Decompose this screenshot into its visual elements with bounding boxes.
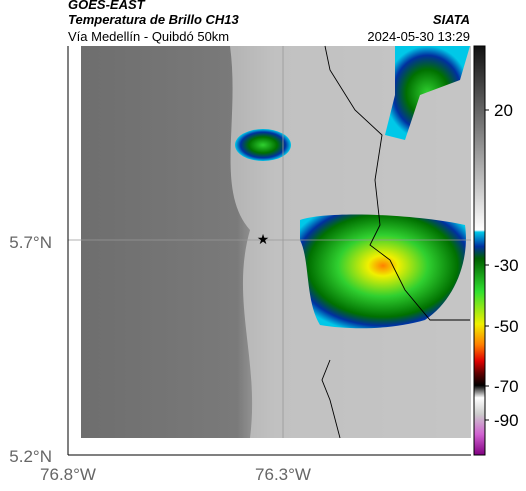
title: Temperatura de Brillo CH13 [68, 12, 240, 27]
colorbar-tick-label: -90 [494, 411, 519, 430]
lat-label: 5.2°N [9, 447, 52, 466]
colorbar-ticks: 20 -30 -50 -70 -90 [485, 101, 519, 430]
lat-label: 5.7°N [9, 233, 52, 252]
colorbar-tick-label: -30 [494, 256, 519, 275]
lon-label: 76.8°W [40, 465, 96, 484]
colorbar-tick-label: -50 [494, 317, 519, 336]
satellite-image: ★ [68, 45, 471, 439]
org: SIATA [433, 12, 470, 27]
colorbar [473, 45, 486, 456]
timestamp: 2024-05-30 13:29 [367, 29, 470, 44]
route: Vía Medellín - Quibdó 50km [68, 29, 229, 44]
source: GOES-EAST [68, 0, 146, 12]
colorbar-tick-label: -70 [494, 377, 519, 396]
colorbar-tick-label: 20 [494, 101, 513, 120]
svg-text:★: ★ [257, 231, 270, 247]
lon-label: 76.3°W [255, 465, 311, 484]
